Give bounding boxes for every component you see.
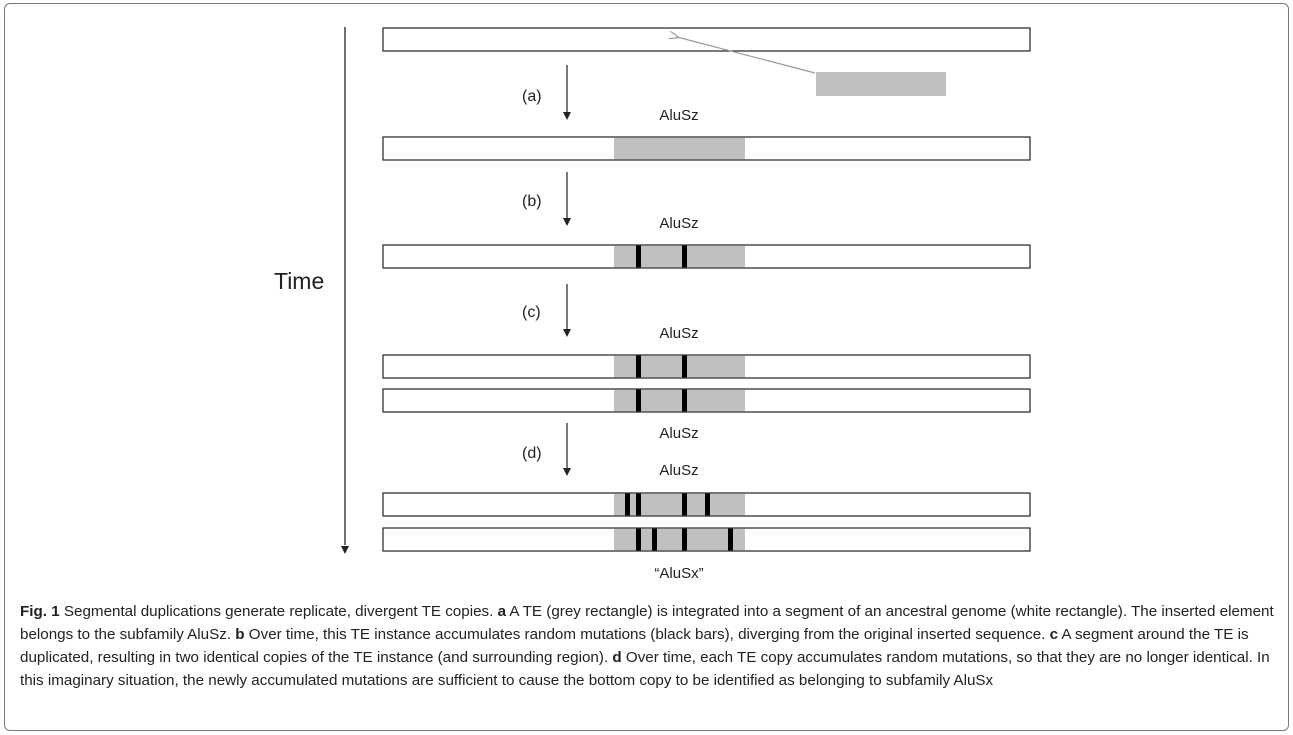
te-insert-d-bottom [614,528,745,551]
caption-panel-a-text: A TE (grey rectangle) is integrated into… [20,603,1274,643]
step-label-d: (d) [522,445,542,462]
time-label: Time [274,268,324,294]
mutation-bar [652,528,657,551]
figure-frame [4,3,1289,731]
mutation-bar [682,245,687,268]
mutation-bar [728,528,733,551]
caption-panel-c-label: c [1049,626,1059,643]
te-insert-c-top [614,355,745,378]
mutation-bar [625,493,630,516]
step-label-a: (a) [522,88,542,105]
te-insert-d-top [614,493,745,516]
mutation-bar [636,389,641,412]
mutation-bar [682,528,687,551]
step-label-c: (c) [522,304,541,321]
subfamily-label-c-top: AluSz [659,325,698,342]
subfamily-label-d-bottom: “AluSx” [654,565,703,582]
caption-panel-b-label: b [235,626,245,643]
te-insert-b [614,245,745,268]
caption-panel-c-text: A segment around the TE is duplicated, r… [20,626,1249,666]
mutation-bar [636,355,641,378]
caption-title: Segmental duplications generate replicat… [59,603,498,620]
te-insert-a [614,137,745,160]
subfamily-label-b: AluSz [659,215,698,232]
mutation-bar [682,355,687,378]
caption-panel-d-label: d [612,649,622,666]
mutation-bar [705,493,710,516]
mutation-bar [636,528,641,551]
mutation-bar [682,389,687,412]
subfamily-label-c-bottom: AluSz [659,425,698,442]
mutation-bar [682,493,687,516]
step-label-b: (b) [522,193,542,210]
mutation-bar [636,493,641,516]
te-insert-c-bottom [614,389,745,412]
caption-panel-d-text: Over time, each TE copy accumulates rand… [20,649,1270,689]
caption-fig-label: Fig. 1 [20,603,60,620]
ancestral-genome-segment [382,27,1031,52]
te-duplication-diagram: Time (a) AluSz (b) AluSz (c) AluSz AluSz… [274,27,1031,582]
insertion-arrow [677,37,816,74]
caption-panel-a-label: a [497,603,507,620]
caption-panel-b-text: Over time, this TE instance accumulates … [244,626,1050,643]
free-te-element [816,72,946,96]
mutation-bar [636,245,641,268]
time-axis-arrowhead [341,546,349,554]
figure-caption: Fig. 1 Segmental duplications generate r… [20,600,1275,692]
subfamily-label-a: AluSz [659,107,698,124]
subfamily-label-d-top: AluSz [659,462,698,479]
